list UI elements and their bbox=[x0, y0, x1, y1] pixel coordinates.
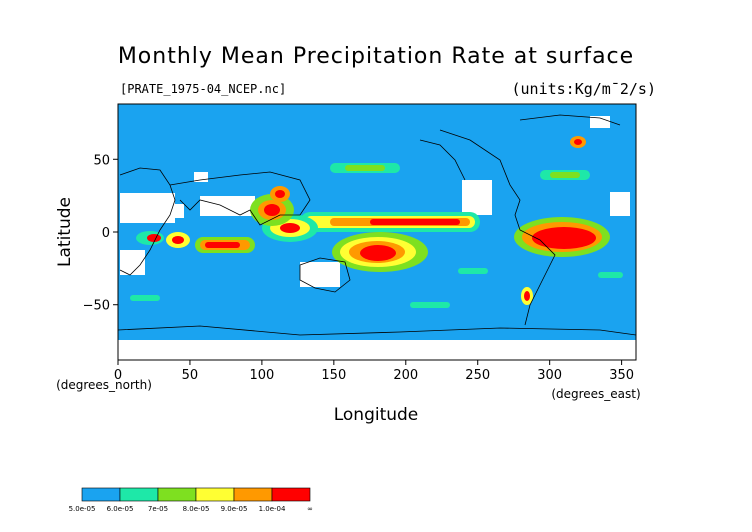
low-region bbox=[330, 344, 390, 352]
colorbar-label: 7e-05 bbox=[148, 505, 168, 513]
low-region bbox=[120, 193, 175, 223]
low-region bbox=[462, 180, 492, 215]
file-label: [PRATE_1975-04_NCEP.nc] bbox=[120, 82, 287, 96]
contour-west-africa-core bbox=[147, 234, 161, 242]
x-unit-label: (degrees_east) bbox=[551, 387, 640, 401]
contour-africa-core bbox=[172, 236, 184, 244]
y-unit-label: (degrees_north) bbox=[56, 378, 152, 392]
colorbar-label: 8.0e-05 bbox=[183, 505, 210, 513]
contour-amazon-core bbox=[532, 227, 596, 249]
coastline bbox=[119, 167, 176, 276]
coastline bbox=[169, 171, 311, 226]
coastline bbox=[519, 114, 621, 126]
field-layer bbox=[118, 114, 636, 360]
y-tick-label: 50 bbox=[93, 153, 110, 168]
low-region bbox=[172, 204, 184, 218]
contour-southern-track bbox=[130, 295, 160, 301]
low-value-regions bbox=[118, 116, 636, 360]
x-tick-label: 100 bbox=[249, 368, 274, 383]
contour-indian-core bbox=[205, 242, 240, 248]
x-tick-label: 250 bbox=[465, 368, 490, 383]
y-tick-label: 0 bbox=[102, 226, 110, 241]
colorbar-label: 9.0e-05 bbox=[221, 505, 248, 513]
colorbar: 5.0e-05 6.0e-05 7e-05 8.0e-05 9.0e-05 1.0e-04… bbox=[69, 487, 313, 513]
colorbar-label: 6.0e-05 bbox=[107, 505, 134, 513]
colorbar-swatch bbox=[157, 487, 197, 502]
low-region bbox=[190, 344, 250, 354]
low-region bbox=[590, 116, 610, 128]
colorbar-label: ∞ bbox=[307, 505, 313, 513]
contour-npacific-core bbox=[345, 165, 385, 171]
contour-itcz-core bbox=[370, 219, 460, 225]
contour-natlantic-core bbox=[550, 172, 580, 178]
x-axis-label: Longitude bbox=[334, 405, 419, 425]
low-region bbox=[270, 343, 315, 353]
contour-southern-track bbox=[410, 302, 450, 308]
units-label: (units:Kg/m¯2/s) bbox=[511, 80, 657, 98]
colorbar-swatch bbox=[233, 487, 273, 502]
colorbar-label: 1.0e-04 bbox=[259, 505, 286, 513]
x-tick-label: 350 bbox=[609, 368, 634, 383]
contour-seasia-core bbox=[264, 204, 280, 216]
low-region bbox=[300, 262, 340, 287]
x-tick-label: 50 bbox=[182, 368, 199, 383]
contour-southern-track bbox=[598, 272, 623, 278]
y-axis-label: Latitude bbox=[55, 197, 75, 267]
precipitation-contours bbox=[130, 136, 623, 308]
colorbar-swatch bbox=[81, 487, 121, 502]
coastline bbox=[299, 257, 351, 293]
coastline bbox=[439, 129, 556, 326]
low-region bbox=[500, 346, 560, 354]
low-region bbox=[140, 346, 180, 354]
colorbar-swatch bbox=[195, 487, 235, 502]
low-region bbox=[120, 250, 145, 275]
coastlines bbox=[118, 114, 636, 336]
coastline bbox=[419, 139, 466, 181]
contour-southern-track bbox=[458, 268, 488, 274]
low-region bbox=[610, 192, 630, 216]
x-tick-label: 0 bbox=[114, 368, 122, 383]
x-tick-label: 150 bbox=[321, 368, 346, 383]
contour-spcz-core bbox=[360, 245, 396, 261]
coastline bbox=[118, 325, 636, 336]
low-region bbox=[570, 344, 630, 354]
axes: 0 50 100 150 200 250 300 350 50 0 −50 bbox=[83, 153, 634, 383]
chart-title: Monthly Mean Precipitation Rate at surfa… bbox=[117, 44, 635, 69]
colorbar-swatch bbox=[119, 487, 159, 502]
contour-indonesia-core bbox=[280, 223, 300, 233]
x-tick-label: 200 bbox=[393, 368, 418, 383]
contour-greenland-core bbox=[574, 139, 582, 145]
low-region bbox=[200, 196, 255, 216]
colorbar-swatch bbox=[271, 487, 311, 502]
y-tick-label: −50 bbox=[83, 299, 110, 314]
low-region bbox=[194, 172, 208, 182]
contour-japan-core bbox=[275, 190, 285, 198]
low-region bbox=[420, 344, 490, 354]
contour-patagonia-core bbox=[524, 291, 530, 301]
colorbar-label: 5.0e-05 bbox=[69, 505, 96, 513]
x-tick-label: 300 bbox=[537, 368, 562, 383]
